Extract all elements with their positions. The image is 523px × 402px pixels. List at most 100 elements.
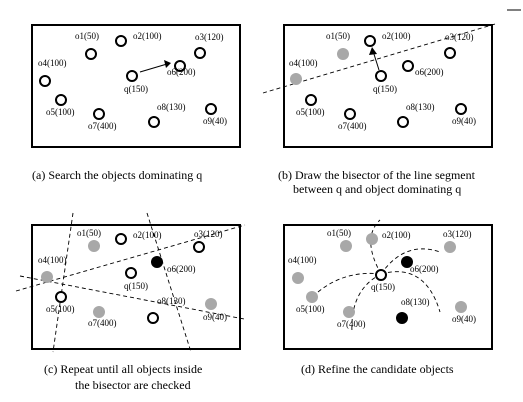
panel-b-labels: o1(50) o2(100) o3(120) o4(100) o5(100) o… bbox=[289, 31, 476, 131]
bisector-line bbox=[262, 23, 496, 94]
label-o4: o4(100) bbox=[289, 58, 318, 68]
panel-a-objects bbox=[39, 35, 217, 128]
object-o2 bbox=[364, 35, 376, 47]
label-o5: o5(100) bbox=[46, 304, 75, 314]
panel-d-frame bbox=[283, 224, 493, 350]
object-o9 bbox=[205, 103, 217, 115]
label-o1: o1(50) bbox=[326, 31, 350, 41]
label-o4: o4(100) bbox=[38, 58, 67, 68]
label-o8: o8(130) bbox=[401, 297, 430, 307]
bisector-line bbox=[15, 224, 246, 292]
object-q bbox=[375, 70, 387, 82]
object-o3 bbox=[193, 241, 205, 253]
caption-b-line-1: (b) Draw the bisector of the line segmen… bbox=[278, 168, 476, 182]
panel-d-arcs bbox=[317, 219, 441, 333]
bisector-line bbox=[146, 212, 192, 353]
object-o9 bbox=[455, 301, 467, 313]
label-o7: o7(400) bbox=[338, 121, 367, 131]
bisector-line bbox=[19, 275, 245, 320]
object-o9 bbox=[455, 103, 467, 115]
object-o2 bbox=[115, 35, 127, 47]
label-o6: o6(200) bbox=[167, 264, 196, 274]
object-o5 bbox=[306, 291, 318, 303]
object-o8 bbox=[396, 312, 408, 324]
caption-c-line-2: the bisector are checked bbox=[75, 378, 191, 392]
object-o7 bbox=[344, 108, 356, 120]
object-o1 bbox=[88, 240, 100, 252]
object-o4 bbox=[41, 271, 53, 283]
object-o8 bbox=[148, 116, 160, 128]
boundary-arc bbox=[380, 271, 441, 313]
label-o3: o3(120) bbox=[443, 229, 472, 239]
label-o2: o2(100) bbox=[382, 31, 411, 41]
object-q bbox=[126, 70, 138, 82]
object-o4 bbox=[292, 272, 304, 284]
label-o8: o8(130) bbox=[157, 102, 186, 112]
object-o2 bbox=[366, 233, 378, 245]
label-o3: o3(120) bbox=[194, 229, 223, 239]
label-o3: o3(120) bbox=[195, 32, 224, 42]
label-o3: o3(120) bbox=[445, 32, 474, 42]
object-o4 bbox=[39, 75, 51, 87]
panel-c-frame bbox=[31, 224, 241, 350]
label-o8: o8(130) bbox=[157, 296, 186, 306]
panel-c-labels: o1(50) o2(100) o3(120) o4(100) o5(100) o… bbox=[38, 228, 227, 328]
panel-d-objects bbox=[292, 233, 467, 324]
object-o8 bbox=[397, 116, 409, 128]
bisector-line bbox=[52, 212, 74, 353]
label-o9: o9(40) bbox=[452, 116, 476, 126]
label-o6: o6(200) bbox=[410, 264, 439, 274]
caption-a-line-1: (a) Search the objects dominating q bbox=[32, 168, 202, 182]
panel-d: o1(50) o2(100) o3(120) o4(100) o5(100) o… bbox=[283, 219, 493, 376]
label-o1: o1(50) bbox=[327, 228, 351, 238]
label-o5: o5(100) bbox=[296, 304, 325, 314]
label-o5: o5(100) bbox=[46, 107, 75, 117]
label-q: q(150) bbox=[124, 84, 148, 94]
panel-b-objects bbox=[290, 35, 467, 128]
panel-b-arrow bbox=[369, 47, 380, 71]
label-o7: o7(400) bbox=[88, 121, 117, 131]
object-o2 bbox=[115, 233, 127, 245]
label-o2: o2(100) bbox=[133, 230, 162, 240]
object-o9 bbox=[205, 298, 217, 310]
object-o5 bbox=[55, 291, 67, 303]
panel-a-arrow bbox=[139, 60, 171, 73]
caption-c-line-1: (c) Repeat until all objects inside bbox=[44, 362, 202, 376]
object-o3 bbox=[194, 47, 206, 59]
boundary-arc bbox=[370, 219, 382, 275]
object-o4 bbox=[290, 73, 302, 85]
label-o6: o6(200) bbox=[167, 67, 196, 77]
object-o7 bbox=[343, 306, 355, 318]
panel-a-frame bbox=[31, 24, 241, 148]
object-o5 bbox=[305, 94, 317, 106]
label-o9: o9(40) bbox=[203, 116, 227, 126]
object-o1 bbox=[85, 48, 97, 60]
label-o5: o5(100) bbox=[296, 107, 325, 117]
caption-d-line-1: (d) Refine the candidate objects bbox=[301, 362, 454, 376]
object-o5 bbox=[55, 94, 67, 106]
object-o6 bbox=[151, 256, 163, 268]
label-o4: o4(100) bbox=[288, 255, 317, 265]
panel-b: o1(50) o2(100) o3(120) o4(100) o5(100) o… bbox=[262, 23, 496, 196]
object-o7 bbox=[93, 108, 105, 120]
panel-a-labels: o1(50) o2(100) o3(120) o4(100) o5(100) o… bbox=[38, 31, 227, 131]
label-o4: o4(100) bbox=[38, 255, 67, 265]
object-o7 bbox=[93, 306, 105, 318]
panel-c-objects bbox=[41, 233, 217, 324]
object-o1 bbox=[340, 240, 352, 252]
label-q: q(150) bbox=[124, 281, 148, 291]
caption-b-line-2: between q and object dominating q bbox=[293, 182, 461, 196]
label-q: q(150) bbox=[371, 282, 395, 292]
label-o7: o7(400) bbox=[88, 318, 117, 328]
label-o1: o1(50) bbox=[75, 31, 99, 41]
object-o6 bbox=[401, 256, 413, 268]
object-o8 bbox=[147, 312, 159, 324]
object-q bbox=[375, 269, 387, 281]
object-o1 bbox=[337, 48, 349, 60]
label-q: q(150) bbox=[373, 84, 397, 94]
panel-d-labels: o1(50) o2(100) o3(120) o4(100) o5(100) o… bbox=[288, 228, 476, 329]
object-o6 bbox=[174, 60, 186, 72]
label-o2: o2(100) bbox=[382, 230, 411, 240]
panel-b-frame bbox=[283, 24, 493, 148]
